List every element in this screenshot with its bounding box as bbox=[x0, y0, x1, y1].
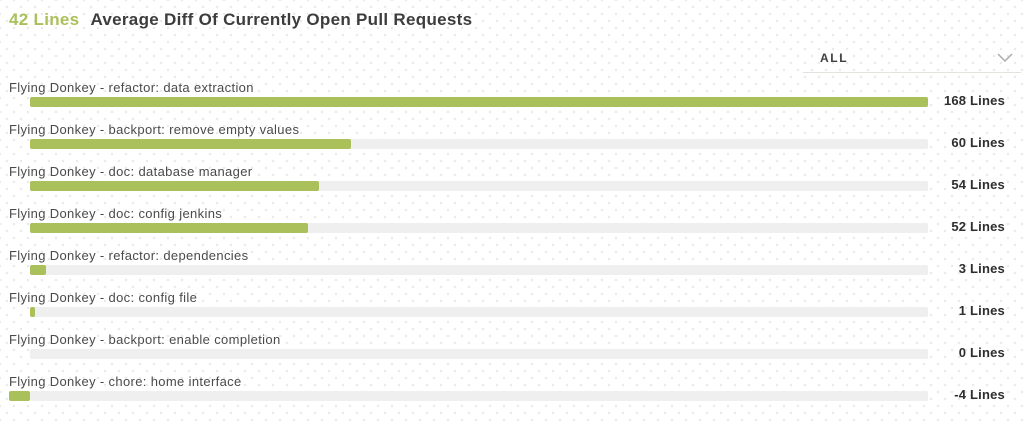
pr-value-label: 168 Lines bbox=[943, 93, 1005, 108]
bar-fill bbox=[30, 223, 308, 233]
pr-title: Flying Donkey - refactor: dependencies bbox=[9, 248, 249, 263]
summary-stat: 42 Lines bbox=[9, 10, 80, 29]
filter-selected-value: ALL bbox=[820, 51, 849, 65]
pr-row: Flying Donkey - backport: remove empty v… bbox=[0, 121, 1024, 163]
chevron-down-icon bbox=[997, 53, 1013, 63]
pr-title: Flying Donkey - backport: remove empty v… bbox=[9, 122, 300, 137]
bar-track bbox=[30, 265, 928, 275]
pr-value-label: -4 Lines bbox=[954, 387, 1005, 402]
pr-title: Flying Donkey - doc: config file bbox=[9, 290, 198, 305]
bar-area bbox=[30, 265, 928, 275]
bar-track bbox=[30, 181, 928, 191]
pr-row: Flying Donkey - refactor: dependencies 3… bbox=[0, 247, 1024, 289]
bar-area bbox=[30, 307, 928, 317]
pr-title: Flying Donkey - backport: enable complet… bbox=[9, 332, 281, 347]
pr-title: Flying Donkey - refactor: data extractio… bbox=[9, 80, 254, 95]
bar-area bbox=[30, 181, 928, 191]
pr-value-label: 3 Lines bbox=[958, 261, 1005, 276]
bar-fill bbox=[8, 391, 30, 401]
pr-title: Flying Donkey - doc: database manager bbox=[9, 164, 253, 179]
pr-value-label: 1 Lines bbox=[958, 303, 1005, 318]
bar-track bbox=[30, 223, 928, 233]
bar-area bbox=[30, 223, 928, 233]
pr-value-label: 0 Lines bbox=[958, 345, 1005, 360]
pr-value-label: 60 Lines bbox=[951, 135, 1005, 150]
bar-fill bbox=[30, 307, 36, 317]
bar-track bbox=[30, 139, 928, 149]
pr-row: Flying Donkey - chore: home interface -4… bbox=[0, 373, 1024, 415]
page-title: Average Diff Of Currently Open Pull Requ… bbox=[90, 10, 473, 29]
bar-area bbox=[30, 97, 928, 107]
pr-title: Flying Donkey - doc: config jenkins bbox=[9, 206, 223, 221]
bar-track bbox=[30, 307, 928, 317]
pr-row: Flying Donkey - backport: enable complet… bbox=[0, 331, 1024, 373]
filter-dropdown[interactable]: ALL bbox=[803, 44, 1021, 73]
pr-value-label: 52 Lines bbox=[951, 219, 1005, 234]
pr-row: Flying Donkey - doc: database manager 54… bbox=[0, 163, 1024, 205]
widget-header: 42 Lines Average Diff Of Currently Open P… bbox=[9, 10, 472, 30]
bar-chart: Flying Donkey - refactor: data extractio… bbox=[0, 79, 1024, 415]
bar-area bbox=[30, 349, 928, 359]
pr-title: Flying Donkey - chore: home interface bbox=[9, 374, 242, 389]
pr-value-label: 54 Lines bbox=[951, 177, 1005, 192]
bar-track bbox=[30, 349, 928, 359]
bar-fill bbox=[30, 265, 47, 275]
bar-area bbox=[8, 391, 928, 401]
pr-row: Flying Donkey - doc: config file 1 Lines bbox=[0, 289, 1024, 331]
bar-fill bbox=[30, 181, 319, 191]
pr-row: Flying Donkey - refactor: data extractio… bbox=[0, 79, 1024, 121]
bar-track bbox=[30, 391, 928, 401]
bar-area bbox=[30, 139, 928, 149]
bar-fill bbox=[30, 139, 351, 149]
pr-row: Flying Donkey - doc: config jenkins 52 L… bbox=[0, 205, 1024, 247]
bar-fill bbox=[30, 97, 928, 107]
